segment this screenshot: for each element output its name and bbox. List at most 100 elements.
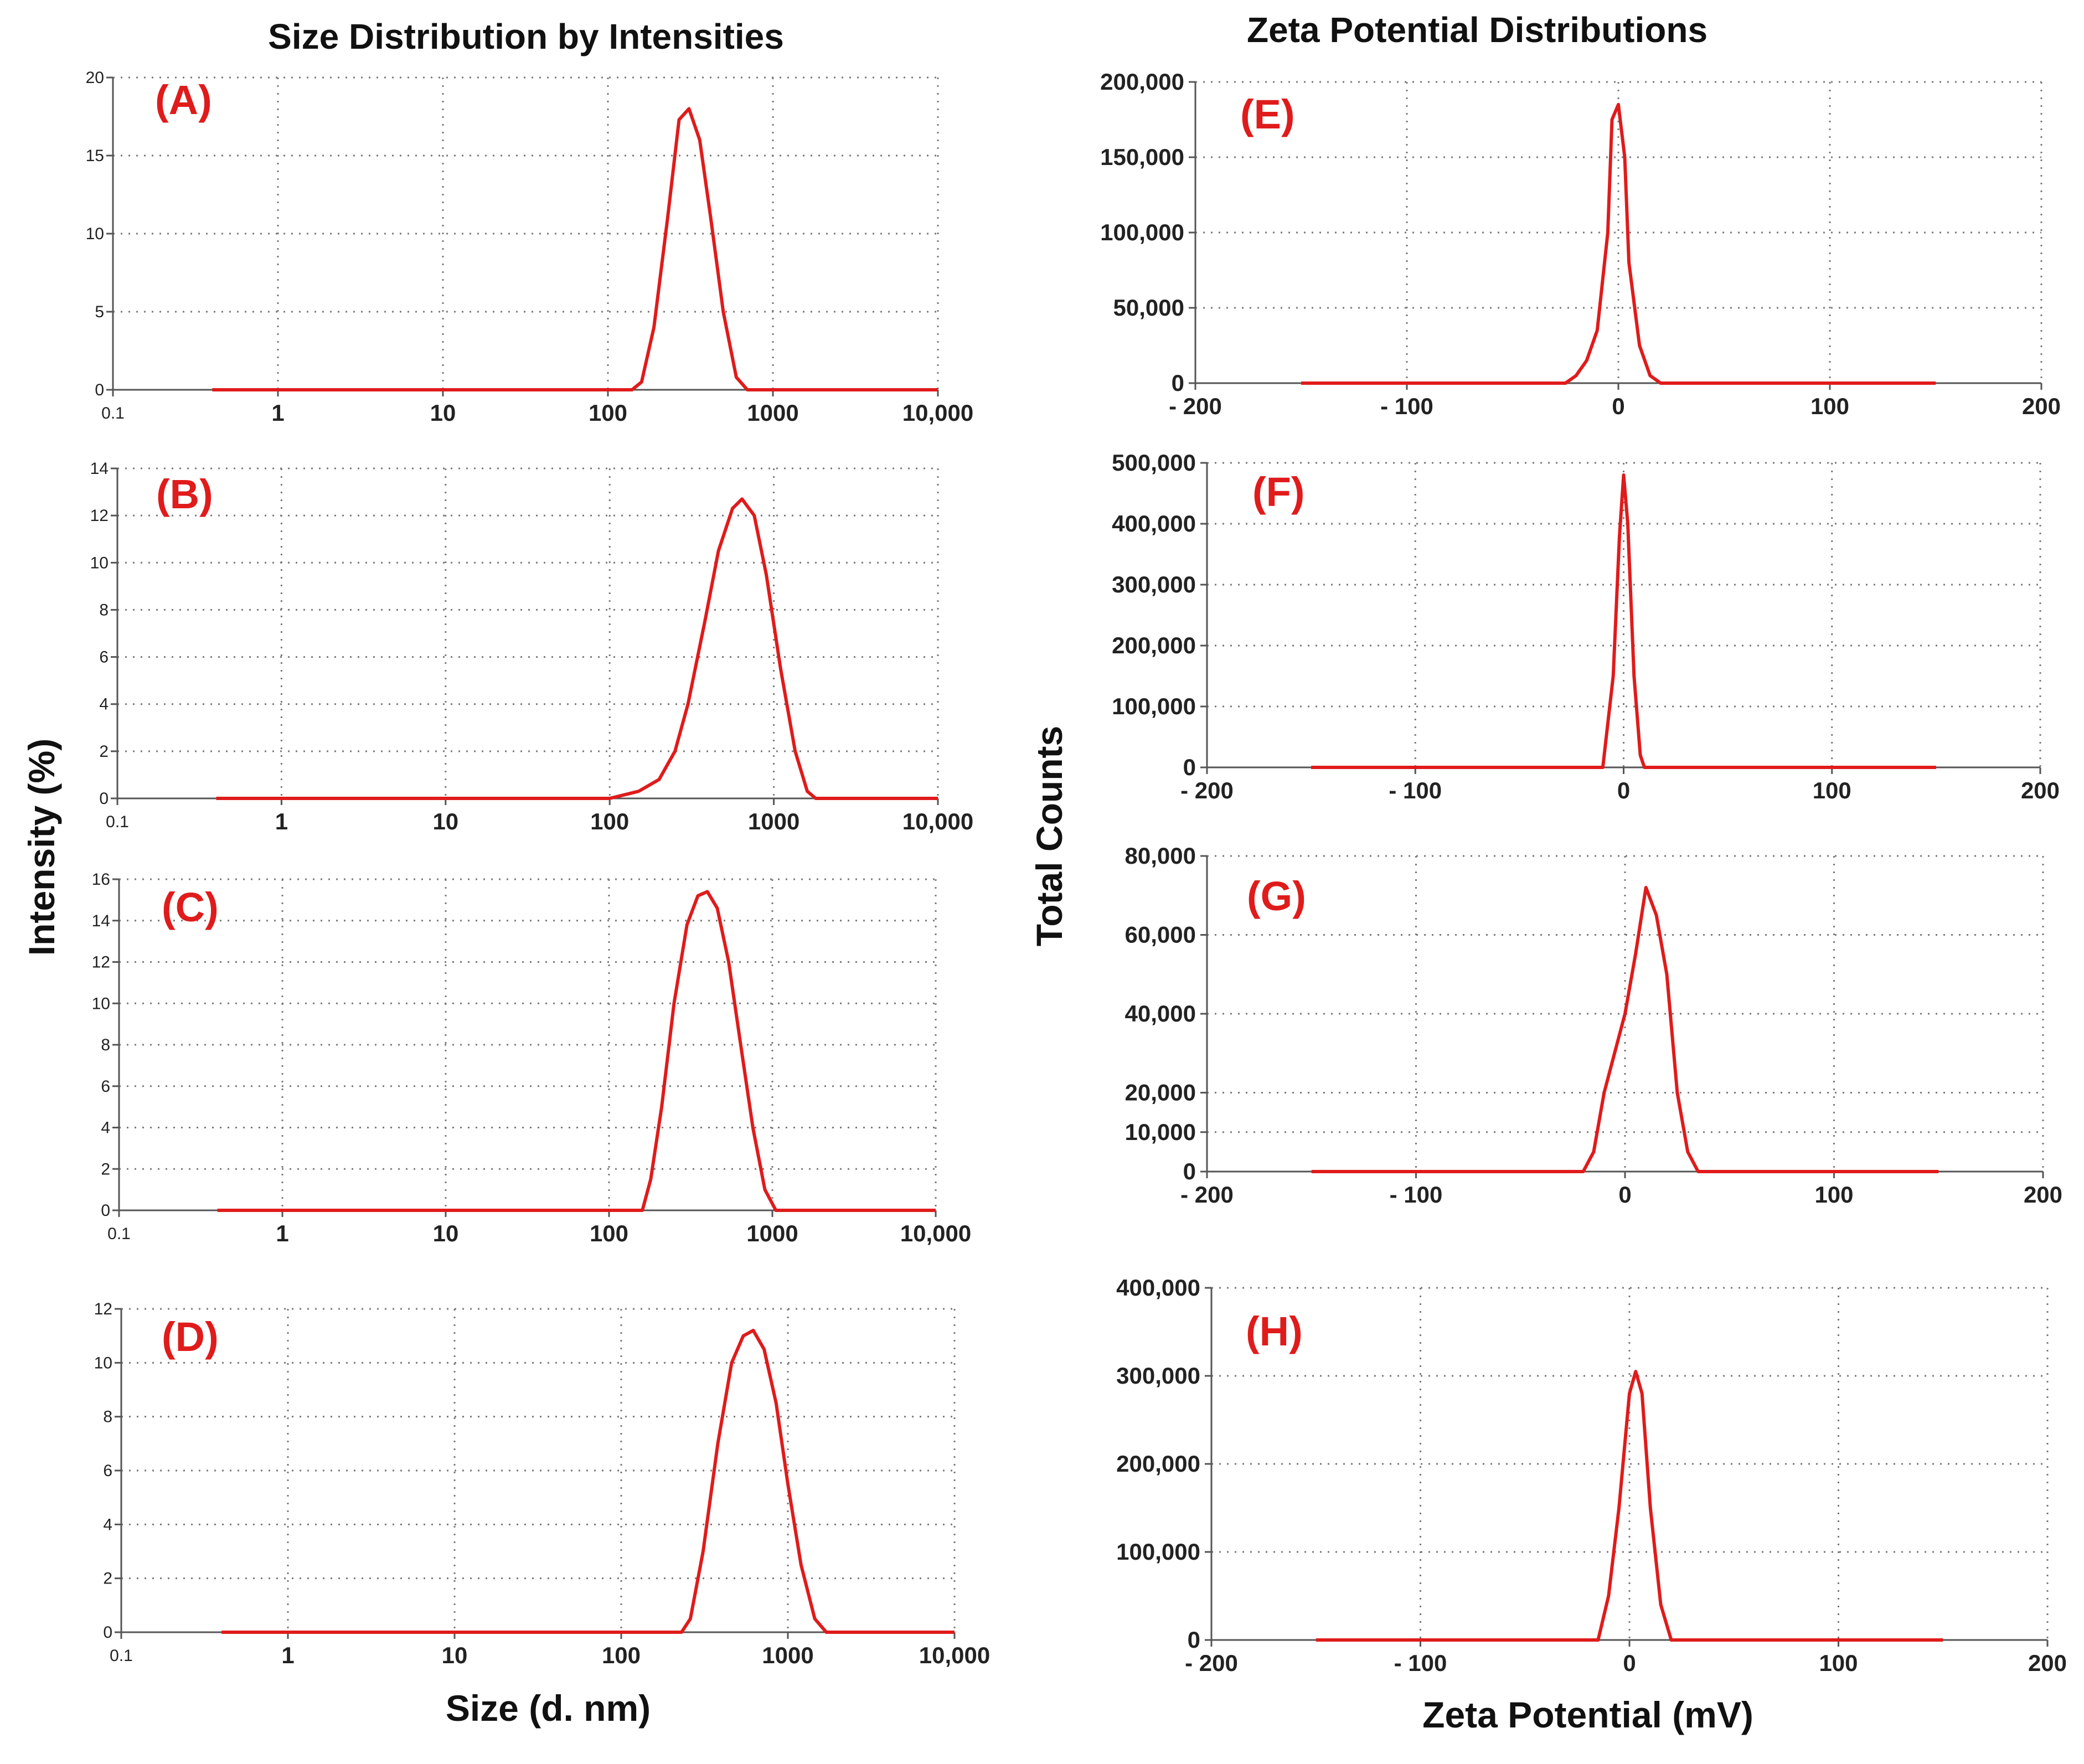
- x-tick-label: 10,000: [902, 808, 973, 834]
- x-tick-label: 100: [602, 1642, 641, 1668]
- y-tick-label: 80,000: [1125, 843, 1196, 869]
- zeta-potential-panel-e: 0 50,000 100,000 150,000 200,000 - 200 - 100 0 1…: [1100, 69, 2061, 419]
- x-tick-label: 1000: [746, 1220, 798, 1246]
- x-tick-label: 10: [442, 1642, 468, 1668]
- x-tick-label: - 200: [1169, 393, 1222, 419]
- y-tick-label: 4: [101, 1119, 110, 1137]
- y-tick-label: 200,000: [1112, 632, 1196, 658]
- x-tick-label: 1: [276, 1220, 288, 1246]
- x-tick-label: - 100: [1390, 1182, 1443, 1208]
- x-tick-label: 10,000: [919, 1642, 990, 1668]
- y-tick-label: 0: [1172, 370, 1184, 396]
- x-tick-label: 10,000: [900, 1220, 971, 1246]
- grid-f: [1207, 462, 2041, 767]
- y-tick-label: 0: [1183, 754, 1196, 780]
- y-tick-label: 300,000: [1116, 1363, 1200, 1389]
- left-column-title: Size Distribution by Intensities: [268, 17, 784, 56]
- size-distribution-panel-b: 0 2 4 6 8 10 12 14 0.1 1 10 100 1000 10,000 (B): [90, 460, 974, 834]
- y-tick-label: 10: [86, 225, 104, 243]
- x-tick-label: 10: [433, 1220, 459, 1246]
- x-tick-label: 0: [1617, 777, 1630, 803]
- grid-b: [117, 467, 939, 798]
- y-tick-label: 12: [92, 953, 110, 972]
- y-tick-label: 6: [101, 1077, 110, 1096]
- x-tick-label: 100: [590, 808, 629, 834]
- series-line-f: [1311, 473, 1936, 769]
- y-tick-label: 14: [92, 912, 110, 930]
- y-tick-label: 10,000: [1125, 1119, 1196, 1145]
- panel-label-g: (G): [1247, 873, 1306, 919]
- right-column-title: Zeta Potential Distributions: [1247, 10, 1708, 50]
- y-tick-label: 50,000: [1113, 295, 1184, 321]
- y-tick-label: 8: [99, 601, 109, 619]
- series-line-g: [1311, 886, 1939, 1173]
- x-tick-label: 200: [2024, 1182, 2062, 1208]
- right-x-axis-title: Zeta Potential (mV): [1422, 1694, 1753, 1735]
- size-distribution-panel-a: 0 5 10 15 20 0.1 1 10 100 1000 10,000 (A): [86, 69, 974, 426]
- zeta-potential-panel-g: 0 10,000 20,000 40,000 60,000 80,000 - 200 - 10…: [1125, 843, 2063, 1208]
- x-tick-label: 100: [590, 1220, 628, 1246]
- x-tick-label: 10: [432, 808, 458, 834]
- x-tick-label: - 100: [1380, 393, 1433, 419]
- y-tick-label: 20: [86, 69, 104, 87]
- x-tick-label: - 100: [1389, 777, 1442, 803]
- y-tick-label: 12: [90, 507, 109, 525]
- series-line-b: [216, 497, 938, 800]
- x-tick-label: 0.1: [110, 1647, 133, 1665]
- x-tick-label: 1000: [762, 1642, 813, 1668]
- y-tick-label: 10: [90, 554, 109, 572]
- panel-label-b: (B): [156, 471, 213, 517]
- y-tick-label: 0: [103, 1623, 112, 1642]
- left-y-axis-title: Intensity (%): [21, 739, 62, 956]
- y-tick-label: 0: [1188, 1627, 1200, 1653]
- y-tick-label: 150,000: [1100, 144, 1184, 170]
- y-tick-label: 8: [101, 1036, 110, 1054]
- series-line-h: [1316, 1370, 1943, 1642]
- y-tick-label: 16: [92, 870, 110, 889]
- x-tick-label: - 200: [1185, 1650, 1238, 1676]
- grid-c: [119, 878, 937, 1210]
- series-line-a: [212, 107, 938, 391]
- y-tick-label: 300,000: [1112, 571, 1196, 597]
- x-tick-label: 1000: [747, 400, 798, 426]
- panel-label-c: (C): [162, 884, 219, 930]
- size-distribution-panel-d: 0 2 4 6 8 10 12 0.1 1 10 100 1000 10,000 (D): [94, 1300, 991, 1668]
- x-tick-label: 0: [1623, 1650, 1636, 1676]
- x-tick-label: 200: [2028, 1650, 2067, 1676]
- x-tick-label: 100: [1819, 1650, 1858, 1676]
- x-tick-label: - 200: [1180, 777, 1234, 803]
- x-tick-label: 200: [2022, 393, 2061, 419]
- x-tick-label: 100: [1814, 1182, 1853, 1208]
- panel-label-e: (E): [1240, 91, 1295, 137]
- y-tick-label: 100,000: [1112, 693, 1196, 719]
- y-tick-label: 6: [99, 648, 109, 667]
- panel-label-h: (H): [1246, 1308, 1303, 1354]
- x-tick-label: 1: [275, 808, 288, 834]
- series-line-e: [1301, 102, 1936, 385]
- y-tick-label: 20,000: [1125, 1080, 1196, 1106]
- x-tick-label: - 200: [1180, 1182, 1234, 1208]
- x-tick-label: - 100: [1394, 1650, 1447, 1676]
- x-tick-label: 1: [271, 400, 284, 426]
- x-tick-label: 0: [1618, 1182, 1631, 1208]
- grid-e: [1195, 81, 2042, 383]
- y-tick-label: 400,000: [1112, 510, 1196, 537]
- y-tick-label: 200,000: [1116, 1451, 1200, 1477]
- y-tick-label: 8: [103, 1408, 112, 1426]
- left-x-axis-title: Size (d. nm): [446, 1688, 651, 1729]
- y-tick-label: 4: [99, 695, 109, 714]
- zeta-potential-panel-f: 0 100,000 200,000 300,000 400,000 500,000 - 20…: [1112, 450, 2060, 803]
- y-tick-label: 500,000: [1112, 450, 1196, 476]
- x-tick-label: 0.1: [101, 404, 125, 422]
- x-tick-label: 1000: [748, 808, 799, 834]
- y-tick-label: 40,000: [1125, 1000, 1196, 1027]
- y-tick-label: 12: [94, 1300, 112, 1318]
- x-tick-label: 1: [281, 1642, 294, 1668]
- y-tick-label: 6: [103, 1462, 112, 1480]
- y-tick-label: 0: [95, 381, 104, 399]
- y-tick-label: 5: [95, 303, 104, 321]
- y-tick-label: 0: [99, 790, 109, 808]
- size-distribution-panel-c: 0 2 4 6 8 10 12 14 16 0.1 1 10 100 1000 10,000 (C): [92, 870, 972, 1246]
- series-line-d: [221, 1328, 955, 1634]
